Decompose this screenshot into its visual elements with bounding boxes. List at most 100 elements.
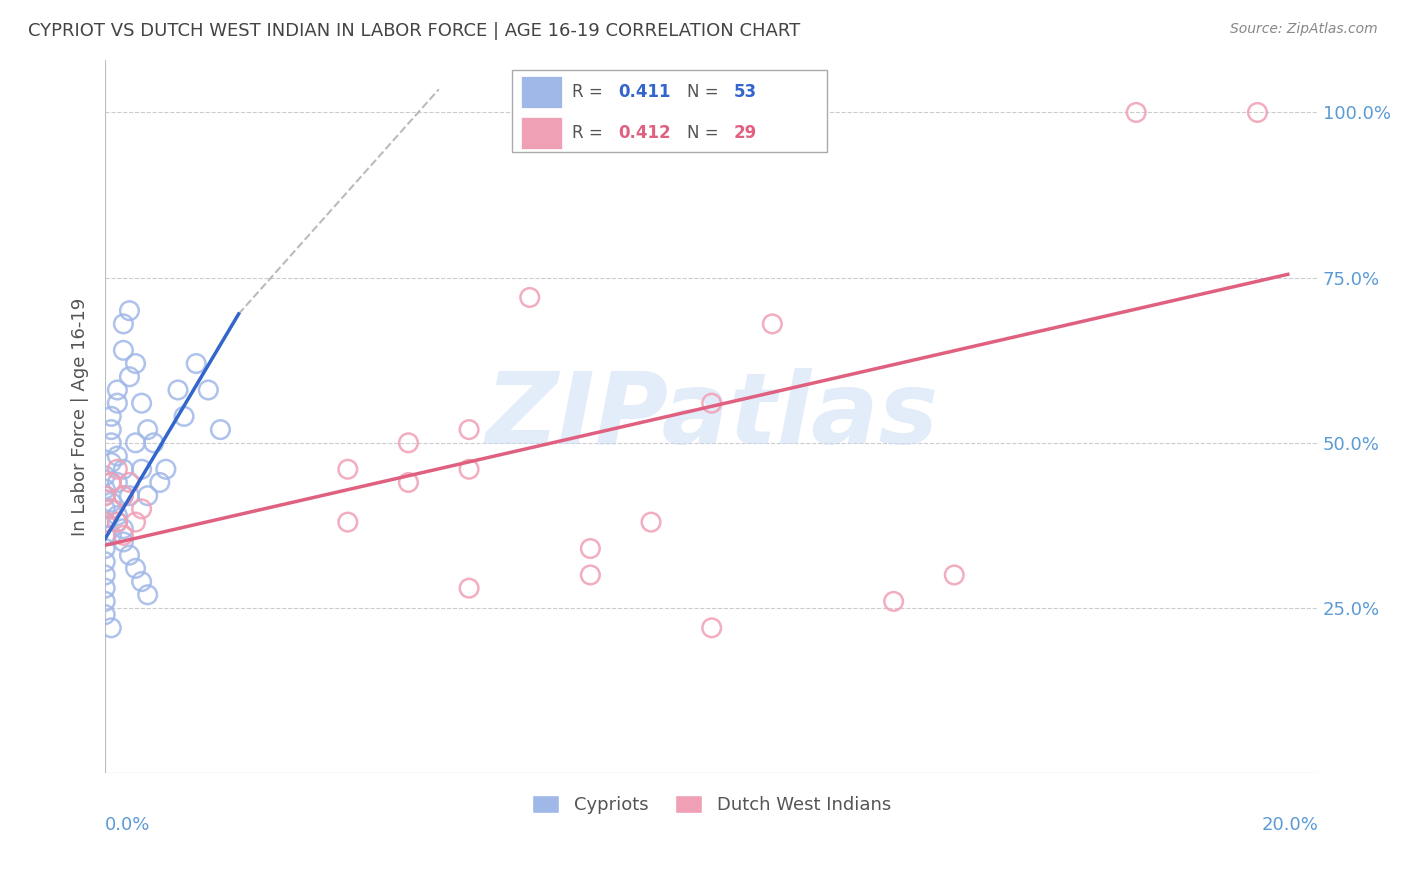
Text: R =: R =: [572, 83, 609, 101]
Point: [700, 621, 723, 635]
Point: [131, 574, 153, 589]
Point: [100, 435, 122, 450]
Point: [112, 489, 135, 503]
Point: [100, 475, 122, 490]
Point: [94, 502, 117, 516]
Text: 0.411: 0.411: [619, 83, 671, 101]
Point: [579, 568, 602, 582]
Legend: Cypriots, Dutch West Indians: Cypriots, Dutch West Indians: [524, 788, 898, 822]
Point: [124, 435, 146, 450]
Point: [112, 317, 135, 331]
Point: [105, 515, 128, 529]
Point: [640, 515, 662, 529]
Point: [94, 568, 117, 582]
Point: [94, 489, 117, 503]
Point: [94, 489, 117, 503]
Point: [131, 502, 153, 516]
Text: 0.412: 0.412: [619, 124, 671, 142]
Point: [94, 607, 117, 622]
Text: CYPRIOT VS DUTCH WEST INDIAN IN LABOR FORCE | AGE 16-19 CORRELATION CHART: CYPRIOT VS DUTCH WEST INDIAN IN LABOR FO…: [28, 22, 800, 40]
Point: [94, 468, 117, 483]
Point: [100, 502, 122, 516]
Point: [100, 502, 122, 516]
Point: [94, 541, 117, 556]
FancyBboxPatch shape: [512, 70, 827, 153]
Point: [100, 528, 122, 542]
Point: [112, 528, 135, 542]
Point: [112, 489, 135, 503]
Text: N =: N =: [688, 83, 724, 101]
Point: [105, 383, 128, 397]
Point: [100, 409, 122, 424]
Text: 53: 53: [734, 83, 756, 101]
FancyBboxPatch shape: [522, 76, 562, 108]
Point: [336, 515, 359, 529]
Point: [124, 515, 146, 529]
Point: [136, 588, 159, 602]
Point: [100, 423, 122, 437]
Point: [458, 581, 481, 595]
Point: [883, 594, 905, 608]
Point: [336, 462, 359, 476]
Y-axis label: In Labor Force | Age 16-19: In Labor Force | Age 16-19: [72, 297, 89, 535]
Point: [112, 522, 135, 536]
Point: [458, 423, 481, 437]
Point: [209, 423, 232, 437]
Point: [100, 495, 122, 509]
Point: [105, 475, 128, 490]
Point: [105, 515, 128, 529]
Point: [131, 462, 153, 476]
Point: [112, 343, 135, 358]
Point: [94, 581, 117, 595]
Point: [112, 535, 135, 549]
Point: [149, 475, 172, 490]
Text: Source: ZipAtlas.com: Source: ZipAtlas.com: [1230, 22, 1378, 37]
Point: [1246, 105, 1268, 120]
Point: [105, 508, 128, 523]
Point: [124, 561, 146, 575]
Point: [700, 396, 723, 410]
Point: [94, 555, 117, 569]
Point: [100, 475, 122, 490]
Point: [458, 462, 481, 476]
Point: [100, 621, 122, 635]
Text: 29: 29: [734, 124, 756, 142]
Point: [118, 475, 141, 490]
Point: [579, 541, 602, 556]
Point: [124, 357, 146, 371]
Point: [186, 357, 208, 371]
Point: [118, 548, 141, 562]
Point: [118, 303, 141, 318]
Point: [94, 528, 117, 542]
Point: [1125, 105, 1147, 120]
Point: [94, 482, 117, 496]
Point: [136, 489, 159, 503]
Point: [105, 396, 128, 410]
Point: [167, 383, 190, 397]
Point: [105, 462, 128, 476]
Text: 20.0%: 20.0%: [1261, 816, 1319, 834]
FancyBboxPatch shape: [522, 117, 562, 149]
Point: [131, 396, 153, 410]
Point: [94, 515, 117, 529]
Point: [197, 383, 219, 397]
Point: [398, 475, 420, 490]
Point: [112, 462, 135, 476]
Point: [398, 435, 420, 450]
Point: [173, 409, 195, 424]
Point: [105, 449, 128, 463]
Point: [118, 489, 141, 503]
Point: [94, 515, 117, 529]
Point: [94, 594, 117, 608]
Point: [155, 462, 177, 476]
Point: [761, 317, 783, 331]
Text: 0.0%: 0.0%: [105, 816, 150, 834]
Point: [142, 435, 165, 450]
Point: [519, 290, 541, 304]
Text: N =: N =: [688, 124, 724, 142]
Text: ZIPatlas: ZIPatlas: [485, 368, 938, 465]
Point: [943, 568, 966, 582]
Point: [118, 369, 141, 384]
Point: [100, 456, 122, 470]
Point: [136, 423, 159, 437]
